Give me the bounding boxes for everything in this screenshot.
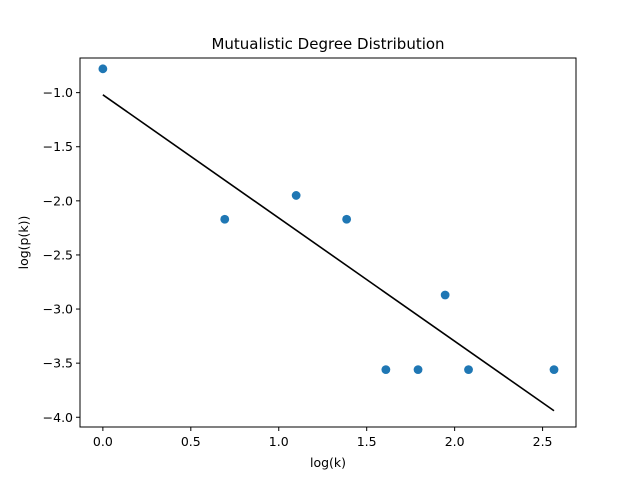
y-axis: −1.0 −1.5 −2.0 −2.5 −3.0 −3.5 −4.0 — [43, 85, 80, 425]
scatter-point — [440, 290, 450, 300]
x-axis-title: log(k) — [310, 455, 346, 470]
x-tick-label: 0.0 — [93, 434, 113, 449]
y-tick-label: −4.0 — [43, 410, 73, 425]
y-tick-label: −3.5 — [43, 356, 73, 371]
y-tick-label: −1.5 — [43, 139, 73, 154]
scatter-point — [549, 365, 559, 375]
y-tick-label: −1.0 — [43, 85, 73, 100]
fit-line — [102, 94, 555, 412]
scatter-point — [381, 365, 391, 375]
x-tick-label: 0.5 — [181, 434, 201, 449]
scatter-point — [464, 365, 473, 375]
y-tick-label: −2.5 — [43, 247, 73, 262]
scatter-point — [291, 191, 301, 200]
y-tick-label: −2.0 — [43, 193, 73, 208]
chart-title: Mutualistic Degree Distribution — [211, 35, 444, 53]
scatter-point — [220, 214, 230, 224]
x-tick-label: 1.0 — [269, 434, 289, 449]
x-tick-label: 2.0 — [445, 434, 465, 449]
plot-frame — [79, 57, 577, 428]
scatter-point — [413, 365, 423, 375]
x-axis: 0.0 0.5 1.0 1.5 2.0 2.5 — [93, 427, 553, 449]
plot-area — [98, 64, 559, 412]
x-tick-label: 1.5 — [357, 434, 377, 449]
scatter-point — [342, 214, 352, 224]
y-axis-title: log(p(k)) — [16, 216, 31, 270]
scatter-point — [98, 64, 108, 74]
x-tick-label: 2.5 — [533, 434, 553, 449]
y-tick-label: −3.0 — [43, 302, 73, 317]
